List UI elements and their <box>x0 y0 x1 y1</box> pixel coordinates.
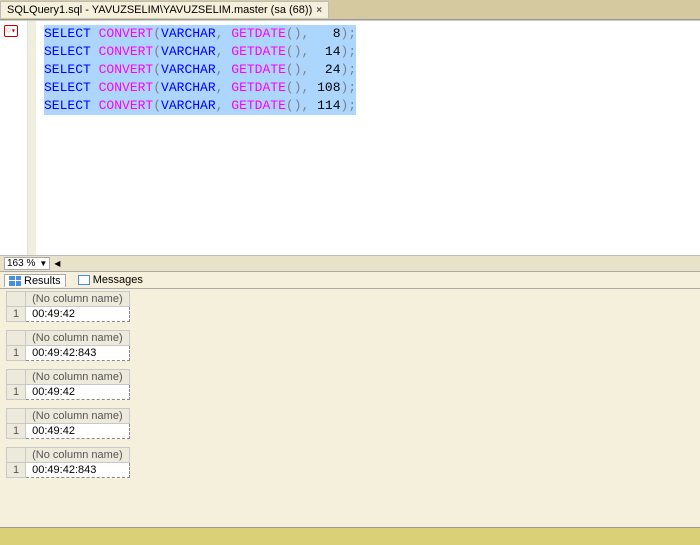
code-line[interactable]: SELECT CONVERT(VARCHAR, GETDATE(), 114); <box>36 97 700 115</box>
row-number: 1 <box>7 307 26 322</box>
code-line[interactable]: SELECT CONVERT(VARCHAR, GETDATE(), 108); <box>36 79 700 97</box>
row-header-blank <box>7 370 26 385</box>
results-tab-label: Results <box>24 275 61 287</box>
marker-strip <box>28 21 36 255</box>
cell-value[interactable]: 00:49:42:843 <box>26 463 129 478</box>
code-line[interactable]: SELECT CONVERT(VARCHAR, GETDATE(), 8); <box>36 25 700 43</box>
row-header-blank <box>7 331 26 346</box>
column-header[interactable]: (No column name) <box>26 409 129 424</box>
document-tab[interactable]: SQLQuery1.sql - YAVUZSELIM\YAVUZSELIM.ma… <box>0 1 329 18</box>
messages-tab-label: Messages <box>93 274 143 286</box>
row-number: 1 <box>7 385 26 400</box>
result-grid: (No column name)100:49:42:843 <box>6 330 694 361</box>
result-grid: (No column name)100:49:42:843 <box>6 447 694 478</box>
document-tab-bar: SQLQuery1.sql - YAVUZSELIM\YAVUZSELIM.ma… <box>0 0 700 20</box>
result-grid: (No column name)100:49:42 <box>6 369 694 400</box>
grid-icon <box>9 276 21 286</box>
status-bar <box>0 527 700 545</box>
table-row[interactable]: 100:49:42 <box>7 385 130 400</box>
tab-messages[interactable]: Messages <box>74 274 147 286</box>
dropdown-icon[interactable]: ♡▾ <box>4 25 18 37</box>
nav-left-icon[interactable]: ◀ <box>54 259 60 268</box>
code-editor[interactable]: SELECT CONVERT(VARCHAR, GETDATE(), 8);SE… <box>36 21 700 255</box>
result-grid: (No column name)100:49:42 <box>6 408 694 439</box>
code-line[interactable]: SELECT CONVERT(VARCHAR, GETDATE(), 14); <box>36 43 700 61</box>
chevron-down-icon: ▼ <box>39 259 47 268</box>
table-row[interactable]: 100:49:42:843 <box>7 463 130 478</box>
column-header[interactable]: (No column name) <box>26 448 129 463</box>
zoom-dropdown[interactable]: 163 % ▼ <box>4 257 50 270</box>
cell-value[interactable]: 00:49:42 <box>26 385 129 400</box>
tab-results[interactable]: Results <box>4 274 66 287</box>
zoom-toolbar: 163 % ▼ ◀ <box>0 255 700 271</box>
results-pane: (No column name)100:49:42(No column name… <box>0 289 700 527</box>
cell-value[interactable]: 00:49:42:843 <box>26 346 129 361</box>
result-grid: (No column name)100:49:42 <box>6 291 694 322</box>
editor-gutter: ♡▾ <box>0 21 28 255</box>
editor-pane: ♡▾ SELECT CONVERT(VARCHAR, GETDATE(), 8)… <box>0 20 700 255</box>
row-number: 1 <box>7 346 26 361</box>
zoom-value: 163 % <box>7 258 35 269</box>
table-row[interactable]: 100:49:42 <box>7 424 130 439</box>
column-header[interactable]: (No column name) <box>26 292 129 307</box>
code-line[interactable]: SELECT CONVERT(VARCHAR, GETDATE(), 24); <box>36 61 700 79</box>
row-number: 1 <box>7 463 26 478</box>
table-row[interactable]: 100:49:42 <box>7 307 130 322</box>
results-tab-bar: Results Messages <box>0 271 700 289</box>
row-header-blank <box>7 409 26 424</box>
column-header[interactable]: (No column name) <box>26 370 129 385</box>
tab-title: SQLQuery1.sql - YAVUZSELIM\YAVUZSELIM.ma… <box>7 4 312 16</box>
row-header-blank <box>7 292 26 307</box>
messages-icon <box>78 275 90 285</box>
column-header[interactable]: (No column name) <box>26 331 129 346</box>
row-number: 1 <box>7 424 26 439</box>
row-header-blank <box>7 448 26 463</box>
table-row[interactable]: 100:49:42:843 <box>7 346 130 361</box>
cell-value[interactable]: 00:49:42 <box>26 307 129 322</box>
cell-value[interactable]: 00:49:42 <box>26 424 129 439</box>
close-icon[interactable]: × <box>316 5 322 16</box>
